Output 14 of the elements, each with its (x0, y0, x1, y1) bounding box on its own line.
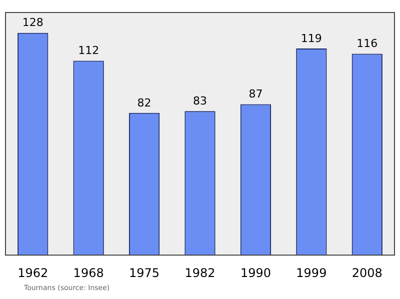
data-label: 128 (22, 16, 44, 30)
data-label: 119 (300, 32, 322, 45)
x-tick-label: 1962 (18, 266, 48, 280)
x-tick-label: 1968 (73, 266, 104, 280)
x-tick-label: 1975 (129, 266, 160, 280)
x-tick-label: 2008 (352, 266, 382, 280)
x-tick-label: 1990 (240, 266, 271, 280)
data-label: 83 (193, 94, 207, 108)
data-label: 116 (356, 37, 378, 50)
data-label: 112 (78, 44, 100, 58)
x-tick-label: 1982 (184, 266, 216, 280)
data-label: 82 (137, 96, 152, 110)
x-tick-label: 1999 (296, 266, 327, 280)
data-label: 87 (248, 88, 263, 101)
